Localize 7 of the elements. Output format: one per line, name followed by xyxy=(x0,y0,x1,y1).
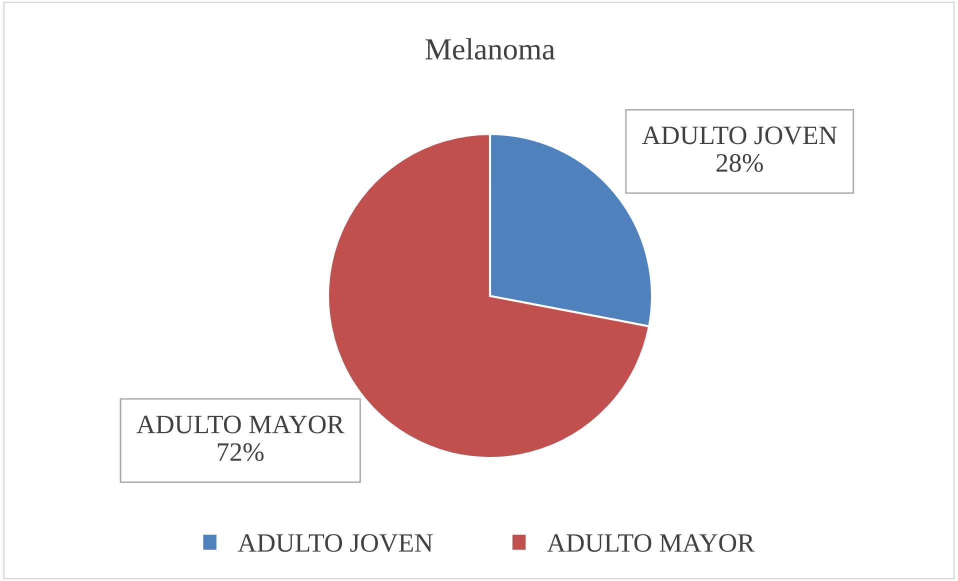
data-label: 28% xyxy=(716,154,763,172)
chart-title: Melanoma xyxy=(426,38,555,60)
slice-label: ADULTO JOVEN xyxy=(642,126,837,144)
slice-label: ADULTO MAYOR xyxy=(136,416,344,434)
data-label: 72% xyxy=(218,443,264,462)
legend-label: ADULTO JOVEN xyxy=(238,534,433,552)
legend-label: ADULTO MAYOR xyxy=(547,534,755,552)
